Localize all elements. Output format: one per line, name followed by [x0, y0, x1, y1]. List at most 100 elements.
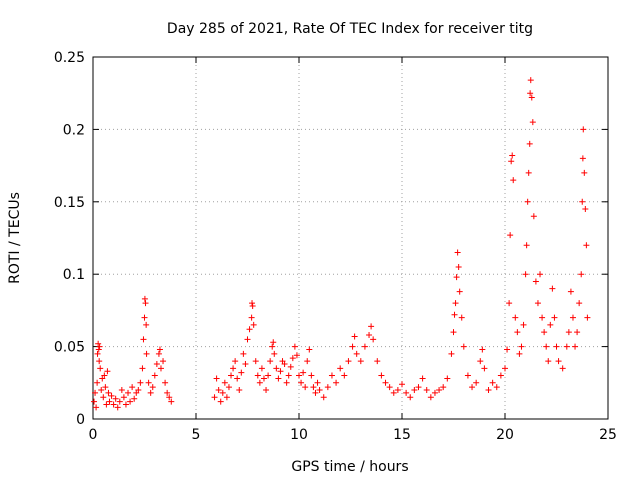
- data-point-plus: [497, 372, 504, 379]
- data-point-plus: [141, 295, 148, 302]
- data-point-plus: [252, 358, 259, 365]
- data-point-plus: [559, 365, 566, 372]
- data-point-plus: [114, 404, 121, 411]
- data-point-plus: [293, 352, 300, 359]
- data-point-plus: [458, 314, 465, 321]
- data-point-plus: [547, 321, 554, 328]
- data-point-plus: [582, 206, 589, 213]
- data-point-plus: [143, 321, 150, 328]
- data-point-plus: [232, 358, 239, 365]
- data-point-plus: [273, 365, 280, 372]
- data-point-plus: [118, 387, 125, 394]
- data-point-plus: [532, 278, 539, 285]
- y-tick-label: 0.15: [54, 195, 85, 211]
- data-point-plus: [539, 314, 546, 321]
- data-point-plus: [569, 314, 576, 321]
- data-point-plus: [250, 321, 257, 328]
- data-point-plus: [213, 375, 220, 382]
- data-point-plus: [96, 358, 103, 365]
- data-point-plus: [140, 336, 147, 343]
- data-point-plus: [291, 343, 298, 350]
- data-point-plus: [145, 379, 152, 386]
- data-point-plus: [160, 358, 167, 365]
- data-point-plus: [524, 198, 531, 205]
- data-point-plus: [108, 392, 115, 399]
- data-point-plus: [349, 343, 356, 350]
- data-point-plus: [95, 346, 102, 353]
- data-point-plus: [516, 350, 523, 357]
- data-point-plus: [508, 158, 515, 165]
- data-point-plus: [316, 387, 323, 394]
- data-point-plus: [493, 384, 500, 391]
- data-point-plus: [527, 77, 534, 84]
- data-point-plus: [314, 379, 321, 386]
- data-point-plus: [527, 90, 534, 97]
- data-point-plus: [151, 372, 158, 379]
- data-point-plus: [289, 355, 296, 362]
- data-point-plus: [351, 333, 358, 340]
- data-point-plus: [157, 365, 164, 372]
- data-point-plus: [96, 343, 103, 350]
- data-point-plus: [168, 398, 175, 405]
- data-point-plus: [125, 389, 132, 396]
- data-point-plus: [260, 375, 267, 382]
- data-point-plus: [386, 384, 393, 391]
- data-point-plus: [523, 242, 530, 249]
- data-point-plus: [221, 379, 228, 386]
- data-point-plus: [382, 379, 389, 386]
- data-point-plus: [403, 389, 410, 396]
- data-point-plus: [450, 329, 457, 336]
- data-point-plus: [526, 140, 533, 147]
- data-point-plus: [581, 169, 588, 176]
- data-point-plus: [91, 398, 98, 405]
- data-point-plus: [567, 288, 574, 295]
- data-point-plus: [473, 379, 480, 386]
- data-point-plus: [579, 198, 586, 205]
- data-point-plus: [366, 332, 373, 339]
- y-tick-label: 0.2: [63, 122, 85, 138]
- data-point-plus: [94, 350, 101, 357]
- data-point-plus: [298, 379, 305, 386]
- data-point-plus: [510, 177, 517, 184]
- data-point-plus: [155, 350, 162, 357]
- data-point-plus: [477, 358, 484, 365]
- data-point-plus: [230, 365, 237, 372]
- data-point-plus: [368, 323, 375, 330]
- data-point-plus: [525, 169, 532, 176]
- data-point-plus: [296, 372, 302, 379]
- data-point-plus: [254, 372, 261, 379]
- data-point-plus: [267, 358, 274, 365]
- plot-frame: [92, 56, 609, 420]
- x-tick-label: 15: [393, 427, 411, 443]
- data-point-plus: [120, 394, 127, 401]
- data-point-plus: [238, 369, 245, 376]
- data-point-plus: [549, 285, 556, 292]
- data-point-plus: [543, 343, 550, 350]
- data-point-plus: [374, 358, 381, 365]
- data-point-plus: [281, 360, 288, 367]
- data-point-plus: [153, 360, 160, 367]
- data-point-plus: [304, 358, 311, 365]
- data-point-plus: [242, 360, 249, 367]
- data-point-plus: [271, 350, 278, 357]
- data-point-plus: [270, 339, 277, 346]
- data-point-plus: [454, 249, 461, 256]
- data-point-plus: [452, 300, 459, 307]
- data-point-plus: [93, 404, 100, 411]
- data-point-plus: [451, 311, 458, 318]
- data-point-plus: [265, 372, 272, 379]
- data-point-plus: [324, 384, 331, 391]
- data-point-plus: [263, 387, 270, 394]
- x-tick-label: 20: [496, 427, 514, 443]
- data-point-plus: [555, 358, 562, 365]
- data-point-plus: [541, 329, 548, 336]
- data-point-plus: [399, 381, 405, 388]
- x-axis-label: GPS time / hours: [291, 459, 408, 475]
- data-point-plus: [248, 314, 255, 321]
- data-point-plus: [112, 395, 119, 402]
- data-point-plus: [353, 350, 360, 357]
- data-point-plus: [249, 300, 256, 307]
- data-point-plus: [116, 398, 123, 405]
- data-point-plus: [94, 379, 101, 386]
- data-point-plus: [444, 375, 451, 382]
